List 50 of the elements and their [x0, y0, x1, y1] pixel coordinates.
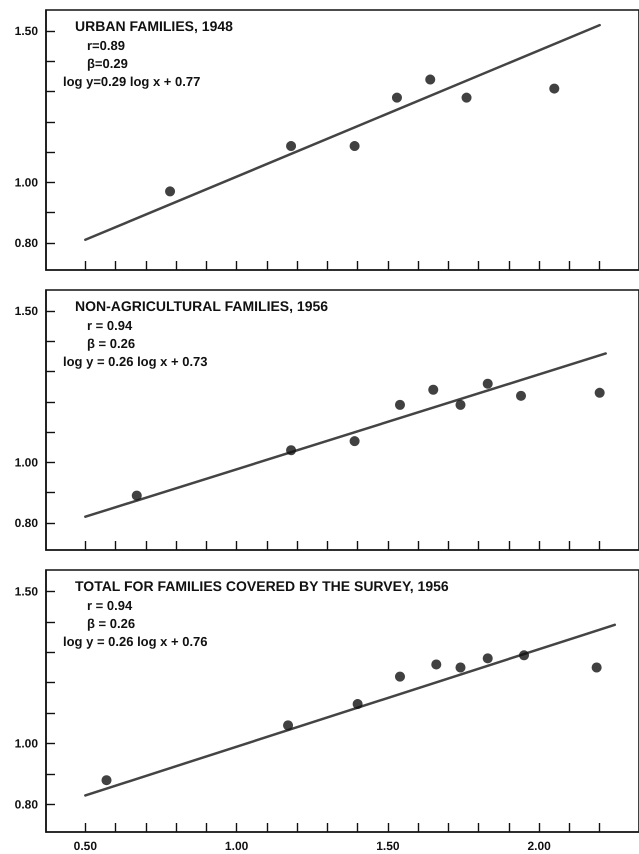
point — [394, 672, 405, 682]
point — [462, 92, 472, 103]
point — [102, 775, 112, 786]
annotation: log y = 0.26 log x + 0.73 — [63, 354, 208, 369]
point — [482, 653, 493, 664]
point — [165, 186, 176, 196]
text: NON-AGRICULTURAL FAMILIES, 1956 — [75, 298, 328, 314]
annotation: β=0.29 — [87, 56, 128, 71]
y-tick-label: 1.00 — [14, 455, 38, 470]
point — [456, 400, 466, 410]
y-tick-label: 1.00 — [14, 175, 38, 190]
point — [549, 84, 560, 94]
point — [132, 490, 142, 501]
text: TOTAL FOR FAMILIES COVERED BY THE SURVEY, 1956 — [75, 578, 449, 594]
point — [431, 659, 442, 670]
annotation: log y = 0.26 log x + 0.76 — [63, 634, 208, 649]
point — [428, 384, 438, 395]
annotation: r = 0.94 — [87, 318, 133, 333]
point — [392, 92, 402, 103]
point — [592, 662, 602, 672]
annotation: β = 0.26 — [87, 336, 136, 351]
text: URBAN FAMILIES, 1948 — [75, 18, 234, 34]
annotation: r=0.89 — [87, 38, 125, 53]
point — [594, 388, 605, 398]
y-tick-label: 1.00 — [14, 736, 38, 751]
point — [425, 74, 436, 85]
annotation: log y=0.29 log x + 0.77 — [63, 74, 200, 89]
y-tick-label: 0.80 — [14, 798, 38, 812]
point — [394, 400, 405, 410]
point — [456, 662, 466, 672]
point — [516, 390, 526, 401]
x-tick-label: 0.50 — [74, 839, 98, 853]
point — [482, 378, 493, 389]
point — [350, 436, 360, 446]
point — [352, 699, 363, 710]
point — [286, 445, 296, 456]
x-tick-label: 1.50 — [376, 839, 400, 853]
point — [283, 720, 294, 730]
point — [350, 141, 360, 152]
y-tick-label: 1.50 — [14, 24, 38, 38]
y-tick-label: 1.50 — [14, 584, 38, 598]
y-tick-label: 0.80 — [14, 516, 38, 530]
annotation: β = 0.26 — [87, 616, 136, 631]
y-tick-label: 0.80 — [14, 236, 38, 250]
point — [519, 650, 530, 660]
y-tick-label: 1.50 — [14, 304, 38, 318]
x-tick-label: 1.00 — [224, 839, 249, 853]
annotation: r = 0.94 — [87, 598, 133, 613]
x-tick-label: 2.00 — [527, 839, 552, 853]
point — [286, 141, 296, 152]
